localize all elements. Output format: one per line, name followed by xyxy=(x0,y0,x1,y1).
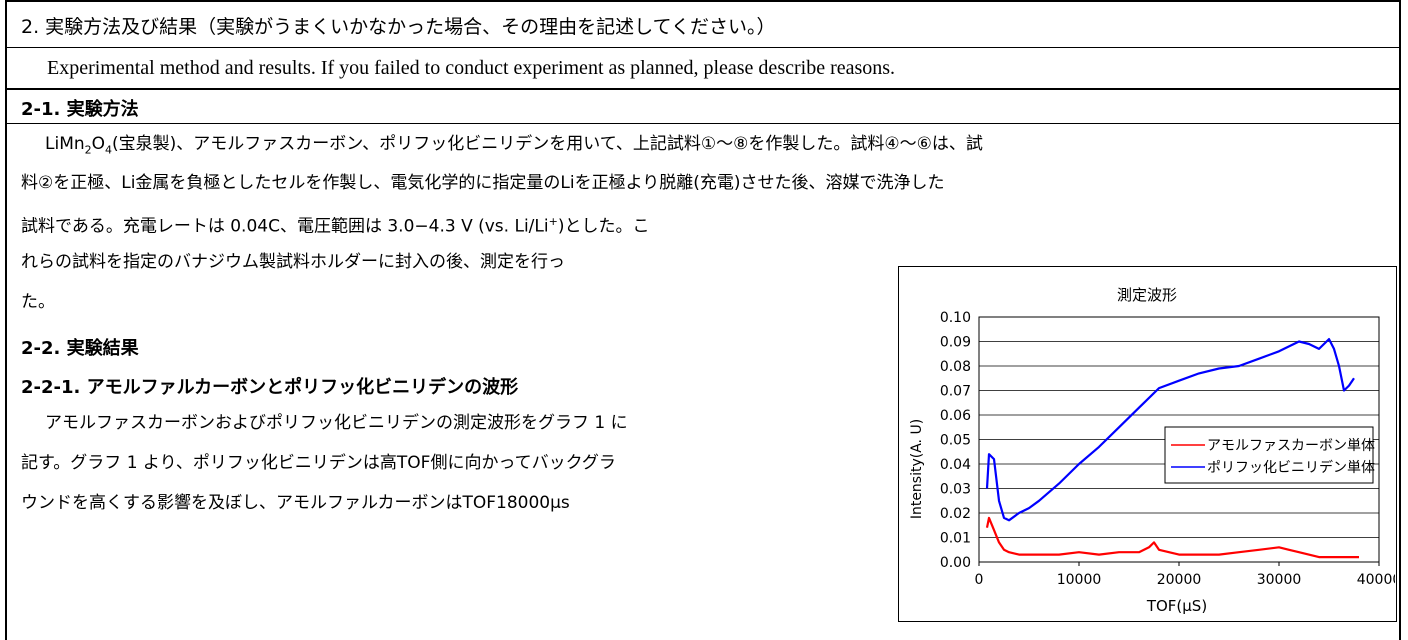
section-subtitle-row: Experimental method and results. If you … xyxy=(7,48,1399,90)
y-tick-label: 0.06 xyxy=(940,408,971,424)
section-title-row: 2. 実験方法及び結果（実験がうまくいかなかった場合、その理由を記述してください… xyxy=(7,0,1399,48)
y-tick-label: 0.07 xyxy=(940,384,971,400)
method-line-3: 試料である。充電レートは 0.04C、電圧範囲は 3.0−4.3 V (vs. … xyxy=(21,205,649,244)
section-subtitle: Experimental method and results. If you … xyxy=(47,57,896,79)
results-subheading: 2-2-1. アモルファルカーボンとポリフッ化ビニリデンの波形 xyxy=(21,377,519,398)
x-tick-label: 30000 xyxy=(1257,572,1302,588)
document-frame: 2. 実験方法及び結果（実験がうまくいかなかった場合、その理由を記述してください… xyxy=(5,0,1401,640)
method-line-2: 料②を正極、Li金属を負極としたセルを作製し、電気化学的に指定量のLiを正極より… xyxy=(21,173,945,193)
formula-part: O xyxy=(91,134,106,154)
x-tick-label: 10000 xyxy=(1057,572,1102,588)
method-line-1: LiMn2O4(宝泉製)、アモルファスカーボン、ポリフッ化ビニリデンを用いて、上… xyxy=(45,127,983,167)
formula-subscript: 2 xyxy=(84,143,92,157)
legend-label: ポリフッ化ビニリデン単体 xyxy=(1207,459,1375,476)
y-tick-label: 0.04 xyxy=(940,457,971,473)
y-tick-label: 0.01 xyxy=(940,531,971,547)
method-line-4: れらの試料を指定のバナジウム製試料ホルダーに封入の後、測定を行っ xyxy=(21,252,565,272)
y-tick-label: 0.03 xyxy=(940,482,971,498)
y-tick-label: 0.08 xyxy=(940,359,971,375)
superscript: + xyxy=(548,215,558,228)
method-line-5: た。 xyxy=(21,292,55,312)
formula-subscript: 4 xyxy=(105,143,113,157)
y-tick-label: 0.09 xyxy=(940,335,971,351)
plot-area xyxy=(978,316,1380,563)
chart-title: 測定波形 xyxy=(1117,286,1177,304)
results-line-2: 記す。グラフ 1 より、ポリフッ化ビニリデンは高TOF側に向かってバックグラ xyxy=(21,453,616,473)
chart-y-axis-label: Intensity(A. U) xyxy=(909,419,925,519)
method-heading: 2-1. 実験方法 xyxy=(21,99,139,120)
x-tick-label: 40000 xyxy=(1357,572,1395,588)
legend-label: アモルファスカーボン単体 xyxy=(1207,438,1375,454)
method-heading-row: 2-1. 実験方法 xyxy=(7,90,1399,124)
y-tick-label: 0.05 xyxy=(940,433,971,449)
method-text: )とした。こ xyxy=(557,216,650,237)
method-text: (宝泉製)、アモルファスカーボン、ポリフッ化ビニリデンを用いて、上記試料①～⑧を… xyxy=(112,134,983,154)
section-title: 2. 実験方法及び結果（実験がうまくいかなかった場合、その理由を記述してください… xyxy=(21,16,776,38)
series-line-1 xyxy=(985,516,1359,559)
series-line-2 xyxy=(985,337,1355,522)
method-text: 試料である。充電レートは 0.04C、電圧範囲は 3.0−4.3 V (vs. … xyxy=(21,216,549,237)
legend-box xyxy=(1164,426,1374,484)
formula-part: LiMn xyxy=(45,134,85,154)
chart-container: 測定波形 Intensity(A. U) TOF(μS) 0.00 0.01 0.0… xyxy=(898,266,1397,622)
y-tick-label: 0.02 xyxy=(940,506,971,522)
y-tick-label: 0.10 xyxy=(940,310,971,326)
chart-x-axis-label: TOF(μS) xyxy=(1146,597,1207,615)
y-tick-label: 0.00 xyxy=(940,555,971,571)
x-tick-label: 20000 xyxy=(1157,572,1202,588)
results-heading: 2-2. 実験結果 xyxy=(21,338,139,359)
results-line-1: アモルファスカーボンおよびポリフッ化ビニリデンの測定波形をグラフ 1 に xyxy=(45,413,628,433)
x-tick-label: 0 xyxy=(975,572,984,588)
results-line-3: ウンドを高くする影響を及ぼし、アモルファルカーボンはTOF18000μs xyxy=(21,493,570,513)
waveform-chart: 測定波形 Intensity(A. U) TOF(μS) 0.00 0.01 0.0… xyxy=(909,286,1395,615)
